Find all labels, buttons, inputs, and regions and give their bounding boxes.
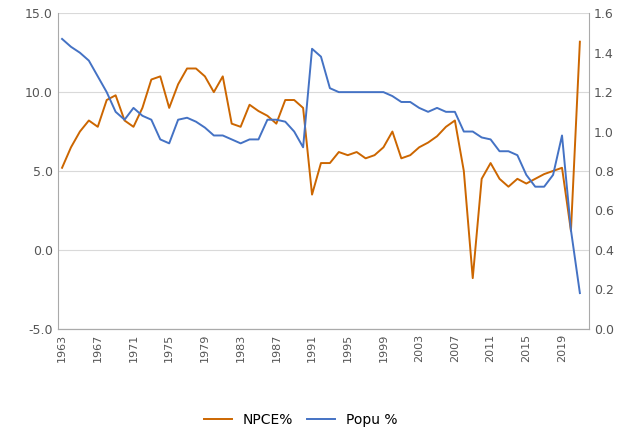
Popu % (576, 290, 584, 296)
NPCE% (326, 160, 333, 166)
Popu % (139, 113, 147, 119)
NPCE% (433, 134, 441, 139)
NPCE% (112, 93, 120, 98)
Legend: NPCE%, Popu %: NPCE%, Popu % (198, 408, 403, 432)
NPCE% (469, 275, 477, 281)
NPCE% (58, 165, 66, 170)
Popu % (326, 86, 333, 91)
NPCE% (576, 39, 584, 44)
Line: NPCE%: NPCE% (62, 42, 580, 278)
Popu % (192, 119, 200, 124)
Popu % (112, 109, 120, 115)
NPCE% (139, 105, 147, 111)
Popu % (433, 105, 441, 111)
Popu % (58, 36, 66, 42)
NPCE% (192, 66, 200, 71)
NPCE% (76, 129, 84, 134)
Popu % (76, 50, 84, 56)
Line: Popu %: Popu % (62, 39, 580, 293)
